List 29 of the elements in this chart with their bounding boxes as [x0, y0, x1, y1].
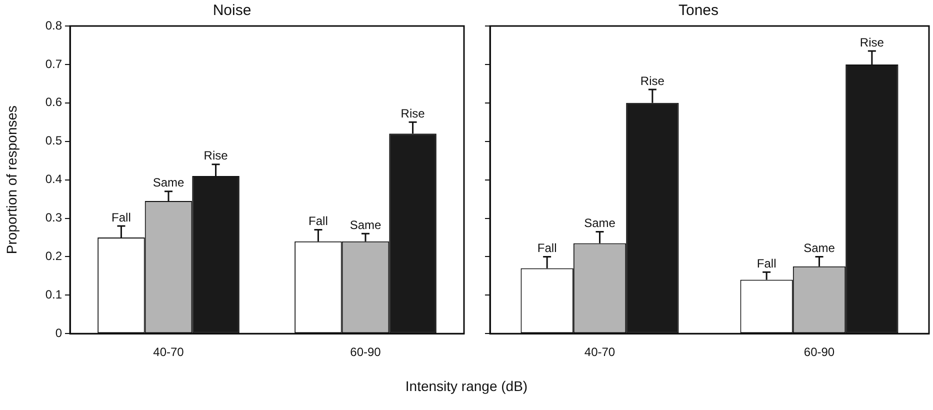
x-tick-label: 60-90 [350, 345, 382, 360]
series-label: Fall [112, 210, 131, 224]
series-label: Same [804, 241, 836, 256]
y-tick-label: 0.8 [45, 18, 62, 32]
series-label: Fall [756, 256, 776, 270]
series-label: Rise [400, 106, 426, 120]
y-tick-label: 0.5 [45, 134, 62, 148]
series-label: Same [350, 218, 382, 232]
chart-title: Noise [212, 2, 252, 20]
y-tick-label: 0 [55, 326, 62, 340]
x-tick-label: 40-70 [584, 345, 616, 360]
series-label: Rise [860, 35, 884, 50]
text: Fall [308, 214, 328, 228]
y-tick-label: 0.4 [45, 172, 62, 186]
y-axis-title: Proportion of responses [3, 105, 20, 254]
text: Fall [537, 241, 557, 256]
text: Same [152, 176, 184, 190]
y-tick-label: 0.3 [45, 210, 62, 225]
x-tick-label: 40-70 [153, 345, 184, 360]
text: Rise [640, 74, 664, 88]
y-tick-label: 0.2 [45, 249, 62, 264]
x-axis-title: Intensity range (dB) [404, 378, 529, 394]
text: Rise [204, 148, 228, 163]
y-tick-label: 0.7 [45, 56, 62, 71]
chart-title: Tones [678, 2, 719, 20]
x-tick-label: 60-90 [804, 345, 835, 360]
text: Same [584, 216, 616, 230]
y-tick-label: 0.1 [45, 287, 62, 302]
y-tick-label: 0.6 [45, 95, 62, 110]
